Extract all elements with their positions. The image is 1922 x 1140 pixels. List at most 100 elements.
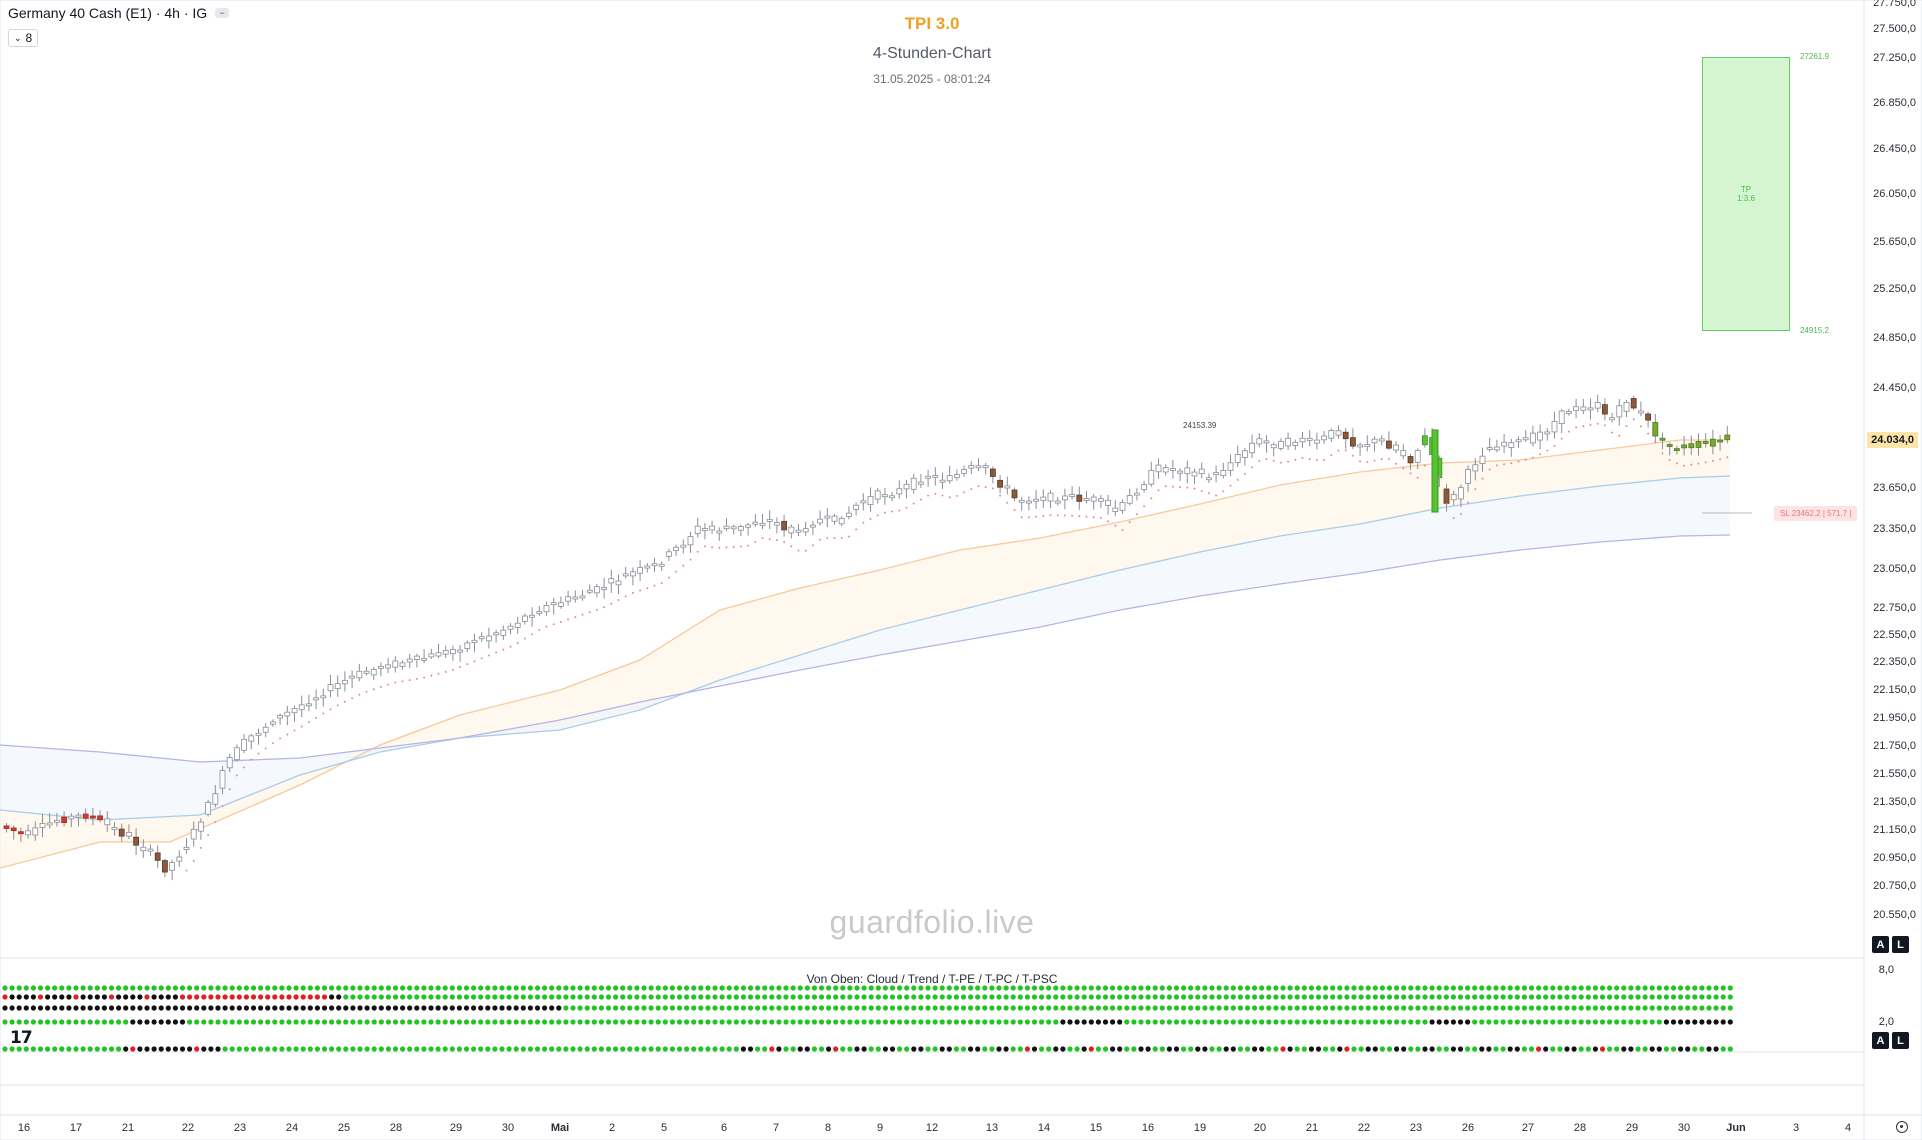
indicator-log-button[interactable]: L xyxy=(1892,1032,1909,1049)
indicator-dot xyxy=(1656,1046,1662,1052)
indicator-dot xyxy=(790,994,796,1000)
stop-loss-label[interactable]: SL 23462.2 | 571.7 | xyxy=(1774,506,1858,521)
trailing-stop-dot xyxy=(963,491,966,494)
time-tick-label: 30 xyxy=(1677,1122,1691,1134)
indicator-dot xyxy=(1365,1046,1371,1052)
indicator-dot xyxy=(1422,1046,1428,1052)
trailing-stop-dot xyxy=(531,633,534,636)
auto-scale-button[interactable]: A xyxy=(1872,936,1889,953)
trailing-stop-dot xyxy=(538,628,541,631)
indicator-dot xyxy=(854,1046,860,1052)
indicator-dot xyxy=(1024,985,1030,991)
indicator-dot xyxy=(1053,1019,1059,1025)
indicator-dot xyxy=(918,1019,924,1025)
trailing-stop-dot xyxy=(595,608,598,611)
indicator-dot xyxy=(30,994,36,1000)
trailing-stop-dot xyxy=(1395,462,1398,465)
trailing-stop-dot xyxy=(883,511,886,514)
trailing-stop-dot xyxy=(379,685,382,688)
trailing-stop-dot xyxy=(1690,463,1693,466)
tradingview-logo-icon[interactable]: 𝟭𝟳 xyxy=(10,1028,33,1047)
indicator-dot xyxy=(854,985,860,991)
candle-body xyxy=(39,823,46,828)
indicator-dot xyxy=(833,994,839,1000)
indicator-dot xyxy=(847,1019,853,1025)
indicator-dot xyxy=(201,985,207,991)
indicator-dot xyxy=(875,985,881,991)
trailing-stop-dot xyxy=(1611,431,1614,434)
indicator-dot xyxy=(627,1046,633,1052)
indicator-dot xyxy=(1607,1005,1613,1011)
indicator-dot xyxy=(1436,985,1442,991)
indicator-dot xyxy=(1323,1046,1329,1052)
indicator-dot xyxy=(1216,1019,1222,1025)
indicator-dot xyxy=(1386,985,1393,991)
trailing-stop-dot xyxy=(387,683,390,686)
chevron-down-icon[interactable]: ⌄ xyxy=(14,32,22,43)
indicator-dot xyxy=(932,1046,938,1052)
indicator-dot xyxy=(613,994,619,1000)
indicator-dot xyxy=(16,985,22,991)
trailing-stop-dot xyxy=(703,545,706,548)
indicator-dot xyxy=(265,1019,271,1025)
candle-body xyxy=(126,831,132,837)
indicator-toggle[interactable]: ⌄ 8 xyxy=(8,29,39,47)
indicator-dot xyxy=(1720,985,1726,991)
indicator-dot xyxy=(939,985,945,991)
indicator-dot xyxy=(513,1019,519,1025)
indicator-dot xyxy=(982,1019,988,1025)
indicator-dot xyxy=(1656,994,1662,1000)
indicator-auto-button[interactable]: A xyxy=(1872,1032,1889,1049)
indicator-dot xyxy=(1237,1019,1243,1025)
indicator-dot xyxy=(1223,1046,1229,1052)
indicator-dot xyxy=(286,1046,292,1052)
indicator-dot xyxy=(1678,994,1684,1000)
take-profit-zone[interactable] xyxy=(1702,57,1790,331)
indicator-dot xyxy=(1621,985,1627,991)
indicator-dot xyxy=(634,1005,640,1011)
indicator-dot xyxy=(194,994,200,1000)
indicator-dot xyxy=(343,1005,349,1011)
candle-body xyxy=(1479,455,1486,464)
symbol-title[interactable]: Germany 40 Cash (E1) · 4h · IG xyxy=(8,5,208,21)
candle-body xyxy=(918,481,924,485)
indicator-dot xyxy=(1415,1046,1421,1052)
indicator-dot xyxy=(1642,985,1648,991)
candle-body xyxy=(608,578,615,584)
indicator-dot xyxy=(378,985,384,991)
indicator-dot xyxy=(1017,1046,1023,1052)
indicator-dot xyxy=(329,985,335,991)
indicator-dot xyxy=(946,1046,952,1052)
indicator-dot xyxy=(229,985,235,991)
indicator-dot xyxy=(165,994,171,1000)
indicator-dot xyxy=(1692,985,1698,991)
trailing-stop-dot xyxy=(1150,497,1153,500)
indicator-dot xyxy=(1237,985,1243,991)
gear-icon[interactable] xyxy=(1896,1121,1908,1133)
indicator-dot xyxy=(769,1046,775,1052)
symbol-header[interactable]: Germany 40 Cash (E1) · 4h · IG − xyxy=(8,5,230,21)
indicator-scale-top: 8,0 xyxy=(1878,964,1894,976)
indicator-dot xyxy=(1259,1046,1265,1052)
candle-body xyxy=(1458,487,1464,500)
indicator-dot xyxy=(712,1046,718,1052)
indicator-dot xyxy=(726,985,732,991)
indicator-dot xyxy=(250,1046,257,1052)
trailing-stop-dot xyxy=(1495,464,1498,467)
indicator-dot xyxy=(840,1046,846,1052)
indicator-dot xyxy=(407,985,413,991)
candle-body xyxy=(1544,431,1551,435)
indicator-dot xyxy=(648,985,654,991)
indicator-dot xyxy=(1330,1046,1336,1052)
cloud-fill xyxy=(0,440,1730,868)
indicator-dot xyxy=(1635,994,1641,1000)
indicator-dot xyxy=(499,1005,505,1011)
collapse-icon[interactable]: − xyxy=(215,8,230,18)
indicator-dot xyxy=(407,1005,413,1011)
log-scale-button[interactable]: L xyxy=(1892,936,1909,953)
trailing-stop-dot xyxy=(603,606,606,609)
candle-body xyxy=(723,525,730,530)
indicator-dot xyxy=(1202,1046,1208,1052)
indicator-dot xyxy=(996,994,1002,1000)
